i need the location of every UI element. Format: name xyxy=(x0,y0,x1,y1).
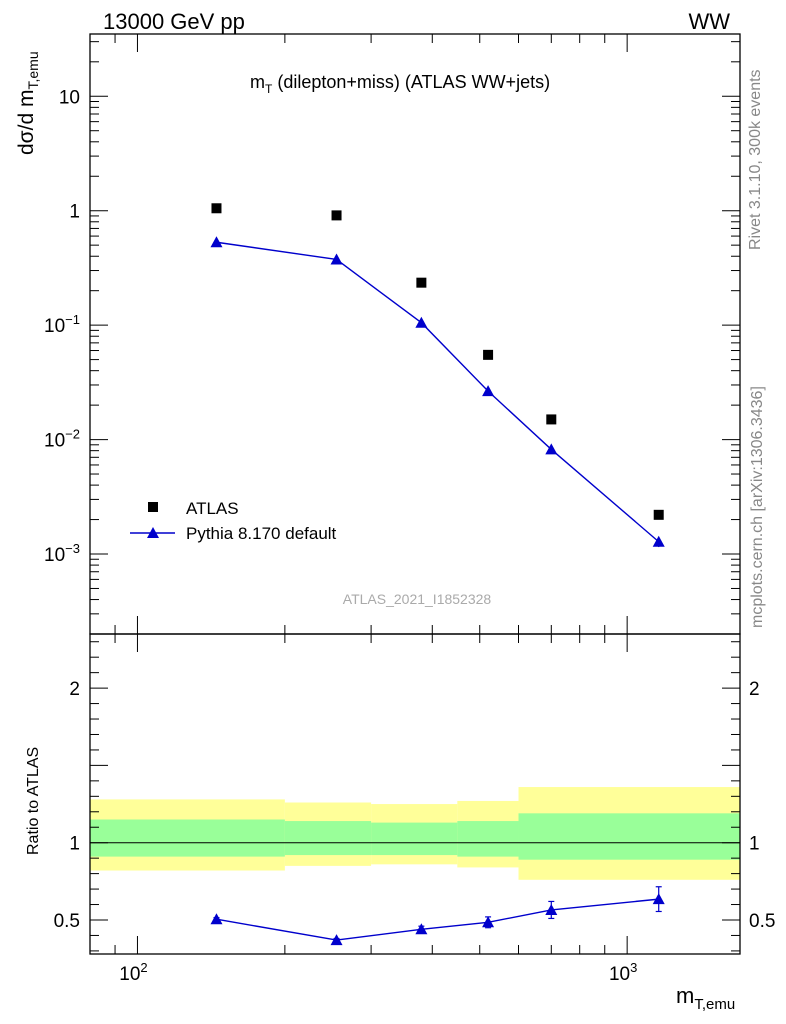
pythia-line xyxy=(216,241,660,543)
atlas-data-point xyxy=(331,210,342,221)
ratio-inner-band xyxy=(284,821,372,856)
legend-atlas-marker xyxy=(148,502,158,512)
ratio-data-point xyxy=(652,893,665,905)
ratio-data-point xyxy=(545,903,558,915)
ratio-inner-band xyxy=(457,821,519,857)
legend-pythia-label: Pythia 8.170 default xyxy=(186,524,337,543)
ratio-frame xyxy=(89,633,741,955)
main-y-tick-label: 1 xyxy=(69,202,80,223)
ratio-y-tick-label-right: 0.5 xyxy=(749,911,775,932)
atlas-data-point xyxy=(653,509,664,520)
ratio-y-tick-label-right: 2 xyxy=(749,679,760,700)
pythia-data-point xyxy=(330,253,343,265)
main-frame xyxy=(89,33,741,635)
rivet-label: Rivet 3.1.10, 300k events xyxy=(747,69,764,250)
main-y-axis-label: dσ/d mT,emu xyxy=(15,51,41,155)
ratio-inner-band xyxy=(90,819,285,857)
legend-pythia-marker xyxy=(147,527,159,538)
main-axis-ticks xyxy=(89,34,740,635)
ratio-y-tick-label-right: 1 xyxy=(749,834,760,855)
pythia-data-point xyxy=(415,316,428,328)
x-axis-label: mT,emu xyxy=(676,983,735,1013)
energy-label: 13000 GeV pp xyxy=(103,9,245,34)
ratio-x-tick-labels: 102 103 xyxy=(119,960,637,985)
pythia-data-point xyxy=(652,535,665,547)
pythia-data-point xyxy=(545,443,558,455)
main-series xyxy=(210,203,665,548)
main-y-tick-label: 10−3 xyxy=(44,541,80,566)
atlas-data-point xyxy=(483,349,494,360)
mcplots-label: mcplots.cern.ch [arXiv:1306.3436] xyxy=(749,386,766,628)
ratio-y-tick-labels: 0.5 0.5 1 1 2 2 xyxy=(54,679,776,932)
main-y-tick-labels: 10 1 10−1 10−2 10−3 xyxy=(44,87,80,566)
ratio-y-tick-label: 2 xyxy=(69,679,80,700)
ratio-inner-band xyxy=(518,813,740,860)
atlas-data-point xyxy=(211,203,222,214)
main-y-tick-label: 10−2 xyxy=(44,427,80,452)
ratio-line xyxy=(216,898,659,941)
pythia-data-point xyxy=(210,236,223,248)
ratio-y-axis-label: Ratio to ATLAS xyxy=(25,747,42,855)
legend: ATLAS Pythia 8.170 default xyxy=(130,499,337,543)
process-label: WW xyxy=(688,9,730,34)
legend-atlas-label: ATLAS xyxy=(186,499,239,518)
ratio-data-point xyxy=(482,916,495,928)
ratio-y-tick-label: 0.5 xyxy=(54,911,80,932)
x-tick-label: 102 xyxy=(119,960,147,985)
main-chart-title: mT (dilepton+miss) (ATLAS WW+jets) xyxy=(250,72,550,96)
ratio-data-point xyxy=(210,913,223,925)
ratio-panel: 0.5 0.5 1 1 2 2 102 103 Ratio to ATLAS mT,emu xyxy=(25,633,776,1013)
analysis-watermark: ATLAS_2021_I1852328 xyxy=(343,591,492,607)
main-y-tick-label: 10−1 xyxy=(44,312,80,337)
ratio-data-point xyxy=(415,923,428,935)
ratio-y-tick-label: 1 xyxy=(69,834,80,855)
ratio-series xyxy=(210,886,665,946)
ratio-uncertainty-bands xyxy=(90,787,740,880)
main-y-tick-label: 10 xyxy=(59,87,80,108)
atlas-data-point xyxy=(546,414,557,425)
ratio-data-point xyxy=(330,934,343,946)
main-panel: 10 1 10−1 10−2 10−3 dσ/d mT,emu mT (dilepton… xyxy=(15,33,741,635)
pythia-data-point xyxy=(482,385,495,397)
x-tick-label: 103 xyxy=(609,960,637,985)
ratio-inner-band xyxy=(371,822,458,856)
atlas-data-point xyxy=(416,277,427,288)
